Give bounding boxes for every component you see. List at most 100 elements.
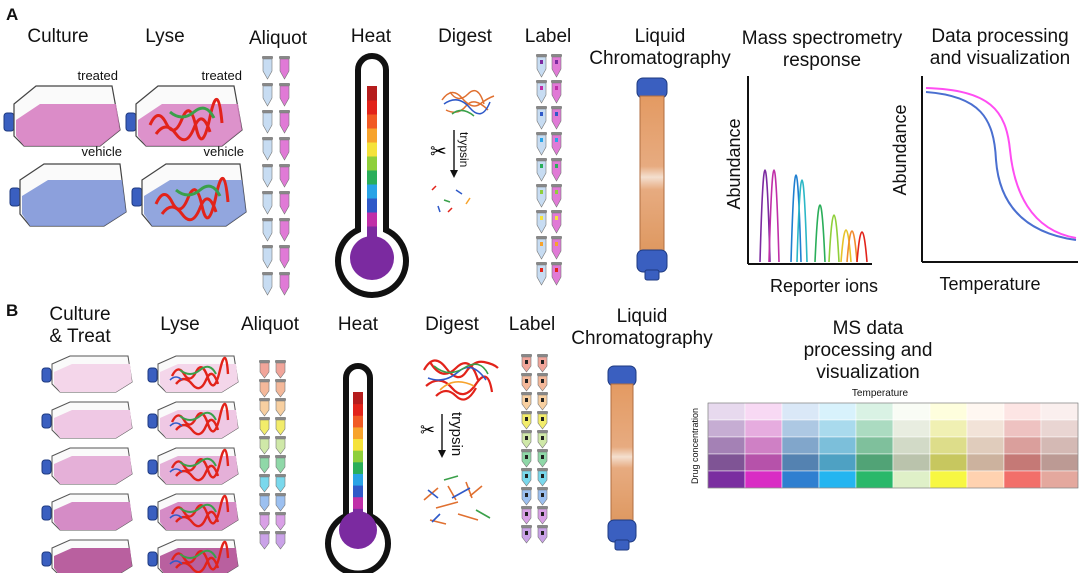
tube-body [536, 264, 547, 286]
aliquot-tubes [259, 360, 286, 550]
tube-label-mark [525, 531, 528, 535]
label-tube [537, 392, 548, 411]
aliquot-tube [262, 83, 273, 107]
treated-culture-flask [41, 355, 133, 393]
tube-lid [259, 493, 270, 496]
tube-body [551, 186, 562, 208]
scissors-icon: ✂ [420, 420, 435, 441]
aliquot-tube [275, 398, 286, 417]
aliquot-tube [275, 512, 286, 531]
aliquot-tube [259, 360, 270, 379]
tube-lid [259, 398, 270, 401]
treated-culture-flask [41, 447, 133, 485]
treated-culture-flask [41, 401, 133, 439]
tube-body [275, 419, 286, 436]
aliquot-tube [275, 436, 286, 455]
tube-body [262, 85, 273, 107]
heatmap-cell [855, 453, 894, 472]
tube-lid [537, 354, 548, 357]
label-tube [551, 106, 562, 130]
aliquot-tube [275, 379, 286, 398]
step-title-lyse: Lyse [145, 26, 184, 47]
tube-lid [262, 164, 273, 167]
lysed-treated-flask: treated [125, 68, 243, 147]
tube-lid [521, 411, 532, 414]
flask-liquid [160, 502, 238, 530]
heatmap-cell [707, 436, 746, 455]
label-tube [521, 449, 532, 468]
tube-body [262, 58, 273, 80]
reporter-peak [790, 174, 802, 263]
tube-body [259, 457, 270, 474]
tube-lid [521, 449, 532, 452]
label-tube [551, 262, 562, 286]
tube-lid [537, 430, 548, 433]
tube-body [275, 438, 286, 455]
lyse-flasks: treated vehicle [125, 68, 247, 227]
tube-lid [536, 106, 547, 109]
tube-lid [536, 184, 547, 187]
label-tube [521, 373, 532, 392]
flask-cap [41, 551, 52, 567]
tube-body [537, 356, 548, 373]
tube-lid [536, 132, 547, 135]
lc-column [636, 77, 668, 281]
label-tube [521, 468, 532, 487]
label-tube [521, 506, 532, 525]
heatmap-cell [781, 436, 820, 455]
tube-body [259, 400, 270, 417]
temperature-segment [367, 170, 377, 185]
heatmap-cell [1040, 470, 1079, 489]
label-tube [536, 158, 547, 182]
heatmap-cell [818, 436, 857, 455]
step-title-aliquot: Aliquot [241, 314, 300, 335]
tube-body [275, 476, 286, 493]
heatmap-cell [929, 436, 968, 455]
digest-step: trypsin ✂ [430, 89, 495, 213]
lyse-flask-series [147, 355, 239, 573]
tube-lid [551, 262, 562, 265]
melt-y-label: Abundance [890, 104, 910, 195]
protein-tangle-blue [169, 422, 183, 427]
ms-y-label: Abundance [724, 118, 744, 209]
protein-tangle-green [179, 411, 217, 421]
tube-lid [536, 158, 547, 161]
label-tube [537, 525, 548, 544]
tube-lid [521, 430, 532, 433]
heatmap-cell [966, 419, 1005, 438]
aliquot-tube [259, 398, 270, 417]
tube-lid [537, 506, 548, 509]
aliquot-tube [262, 56, 273, 80]
labeled-tubes [536, 54, 562, 286]
temperature-segment [367, 142, 377, 157]
tube-body [551, 160, 562, 182]
temperature-segment [353, 496, 363, 509]
heatmap-cell [1040, 436, 1079, 455]
peptides [431, 185, 471, 213]
tube-body [537, 432, 548, 449]
tube-label-mark [555, 242, 558, 246]
aliquot-tube [262, 110, 273, 134]
tube-body [275, 533, 286, 550]
tube-lid [279, 137, 290, 140]
label-tube [537, 468, 548, 487]
flask-cap [125, 112, 137, 132]
reporter-peaks [759, 169, 868, 263]
temperature-segment [367, 198, 377, 213]
tube-body [521, 394, 532, 411]
tube-label-mark [540, 86, 543, 90]
step-title-culture: Culture [27, 26, 88, 47]
heatmap: Temperature Drug concentration [690, 388, 1079, 489]
tube-body [275, 400, 286, 417]
thermometer [335, 53, 409, 298]
tube-lid [536, 210, 547, 213]
aliquot-tube [279, 110, 290, 134]
trypsin-label: trypsin [448, 412, 465, 456]
step-title-culture-line2: & Treat [49, 326, 111, 347]
tube-body [521, 489, 532, 506]
tube-lid [551, 210, 562, 213]
digest-arrowhead [450, 170, 458, 178]
step-title-culture-line1: Culture [49, 304, 110, 325]
tube-lid [551, 132, 562, 135]
tube-body [275, 495, 286, 512]
